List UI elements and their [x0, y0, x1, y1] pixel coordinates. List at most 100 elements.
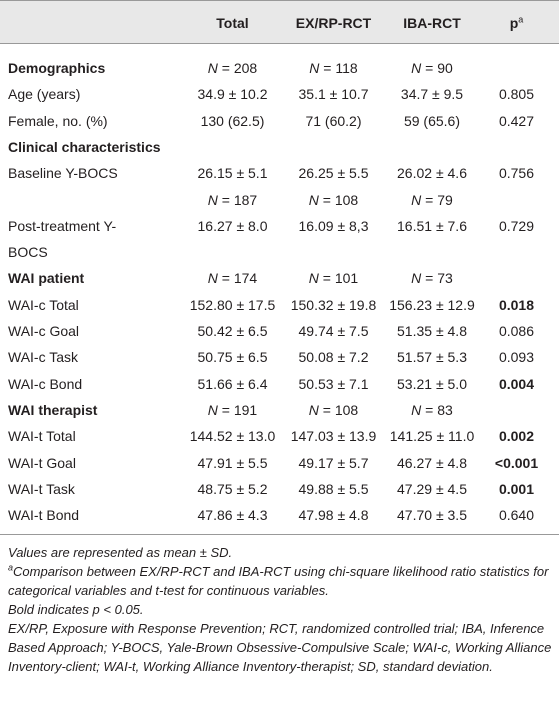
cell: 46.27 ± 4.8: [397, 454, 467, 471]
cell: N = 79: [411, 191, 453, 208]
data-row: WAI-c Total 152.80 ± 17.5 150.32 ± 19.8 156…: [0, 292, 559, 318]
cell: 26.02 ± 4.6: [397, 165, 467, 182]
cell: 49.74 ± 7.5: [298, 323, 369, 339]
row-label: WAI patient: [8, 270, 85, 287]
data-row: N = 187 N = 108 N = 79: [0, 187, 559, 213]
data-row: WAI-t Goal 47.91 ± 5.5 49.17 ± 5.7 46.27 ± …: [0, 450, 559, 476]
cell: 50.42 ± 6.5: [197, 323, 268, 339]
data-row: WAI-t Total 144.52 ± 13.0 147.03 ± 13.9 141…: [0, 423, 559, 449]
p-value: 0.004: [498, 375, 535, 392]
p-value: 0.427: [498, 112, 535, 129]
cell: 16.09 ± 8,3: [298, 217, 369, 234]
cell: 141.25 ± 11.0: [389, 428, 475, 445]
cell: 51.57 ± 5.3: [397, 349, 467, 366]
a-note-wrap: aComparison between EX/RP-RCT and IBA-RC…: [8, 562, 553, 600]
cell: 51.66 ± 6.4: [197, 375, 268, 392]
bottom-rule: [0, 534, 559, 535]
data-row: WAI-t Task 48.75 ± 5.2 49.88 ± 5.5 47.29 ± …: [0, 476, 559, 502]
cell: 16.27 ± 8.0: [197, 217, 268, 234]
row-label: WAI-c Bond: [8, 375, 83, 392]
abbreviations: EX/RP, Exposure with Response Prevention…: [8, 621, 552, 674]
cell: 50.53 ± 7.1: [298, 375, 369, 392]
data-row: WAI-c Bond 51.66 ± 6.4 50.53 ± 7.1 53.21 ± …: [0, 371, 559, 397]
p-superscript: a: [518, 14, 524, 25]
cell: N = 174: [207, 270, 258, 287]
data-row: Baseline Y-BOCS 26.15 ± 5.1 26.25 ± 5.5 26.…: [0, 160, 559, 186]
note-marker: a: [8, 562, 14, 573]
cell: 34.9 ± 10.2: [197, 86, 268, 103]
p-header: pa: [482, 1, 551, 45]
row-label: WAI-c Total: [8, 296, 79, 313]
cell: 147.03 ± 13.9: [290, 428, 377, 445]
cell: 49.88 ± 5.5: [298, 480, 369, 497]
p-value: 0.729: [498, 217, 535, 234]
row-label: WAI-t Bond: [8, 507, 80, 524]
a-note: Comparison between EX/RP-RCT and IBA-RCT…: [8, 564, 549, 598]
cell: N = 191: [207, 401, 258, 418]
cell: 156.23 ± 12.9: [389, 296, 475, 313]
data-row: Post-treatment Y-BOCS 16.27 ± 8.0 16.09 ± …: [0, 213, 559, 260]
row-label: WAI-t Task: [8, 480, 75, 497]
row-label: Female, no. (%): [8, 112, 108, 129]
row-label: Demographics: [8, 60, 106, 76]
cell: 34.7 ± 9.5: [400, 86, 464, 103]
section-row: WAI therapist N = 191 N = 108 N = 83: [0, 397, 559, 423]
cell: N = 83: [411, 401, 453, 418]
row-label: WAI-c Task: [8, 349, 79, 366]
p-label: p: [509, 15, 519, 31]
p-value: 0.756: [498, 165, 535, 182]
column-header: IBA-RCT: [403, 15, 461, 31]
cell: 130 (62.5): [200, 112, 265, 129]
cell: 50.08 ± 7.2: [298, 349, 369, 366]
bold-note: Bold indicates p < 0.05.: [8, 602, 144, 617]
header-row: Total EX/RP-RCT IBA-RCT pa: [0, 0, 559, 44]
cell: 152.80 ± 17.5: [189, 296, 276, 313]
cell: 144.52 ± 13.0: [189, 428, 276, 445]
cell: N = 73: [411, 270, 453, 287]
section-row: Clinical characteristics: [0, 134, 559, 160]
data-row: Female, no. (%) 130 (62.5) 71 (60.2) 59 (65…: [0, 108, 559, 134]
cell: 47.91 ± 5.5: [197, 454, 268, 471]
p-value: 0.640: [498, 507, 535, 524]
cell: N = 101: [308, 270, 359, 287]
row-label: Baseline Y-BOCS: [8, 165, 118, 182]
row-label: Clinical characteristics: [8, 138, 161, 155]
cell: 35.1 ± 10.7: [298, 86, 369, 103]
cell: 16.51 ± 7.6: [397, 217, 467, 234]
values-note: Values are represented as mean ± SD.: [8, 545, 233, 560]
p-value: 0.001: [498, 480, 535, 497]
p-value: <0.001: [494, 454, 539, 471]
column-header: Total: [216, 15, 249, 31]
p-value: 0.086: [498, 323, 535, 339]
cell: 47.70 ± 3.5: [397, 507, 467, 524]
p-value: 0.018: [498, 296, 535, 313]
cell: N = 108: [308, 191, 359, 208]
cell: 26.15 ± 5.1: [197, 165, 268, 182]
data-row: WAI-c Goal 50.42 ± 6.5 49.74 ± 7.5 51.35 ± …: [0, 318, 559, 344]
p-value: 0.002: [498, 428, 535, 445]
cell: 53.21 ± 5.0: [397, 375, 467, 392]
column-header: EX/RP-RCT: [295, 15, 372, 31]
cell: 26.25 ± 5.5: [298, 165, 369, 182]
cell: 59 (65.6): [403, 112, 461, 129]
section-row: Demographics N = 208 N = 118 N = 90: [0, 55, 559, 81]
p-value: 0.805: [498, 86, 535, 103]
cell: N = 187: [207, 191, 258, 208]
row-label: WAI therapist: [8, 401, 98, 418]
cell: 71 (60.2): [305, 112, 362, 129]
cell: 47.29 ± 4.5: [397, 480, 467, 497]
cell: N = 208: [207, 60, 258, 76]
p-value: 0.093: [498, 349, 535, 366]
row-label: WAI-t Goal: [8, 454, 76, 471]
footnotes: Values are represented as mean ± SD. aCo…: [8, 543, 553, 676]
row-label: Age (years): [8, 86, 81, 103]
cell: 150.32 ± 19.8: [290, 296, 377, 313]
data-row: WAI-t Bond 47.86 ± 4.3 47.98 ± 4.8 47.70 ± …: [0, 502, 559, 528]
cell: 48.75 ± 5.2: [197, 480, 268, 497]
cell: N = 118: [309, 60, 358, 76]
cell: N = 108: [308, 401, 359, 418]
section-row: WAI patient N = 174 N = 101 N = 73: [0, 265, 559, 291]
cell: 49.17 ± 5.7: [298, 454, 369, 471]
cell: 47.98 ± 4.8: [298, 507, 369, 524]
